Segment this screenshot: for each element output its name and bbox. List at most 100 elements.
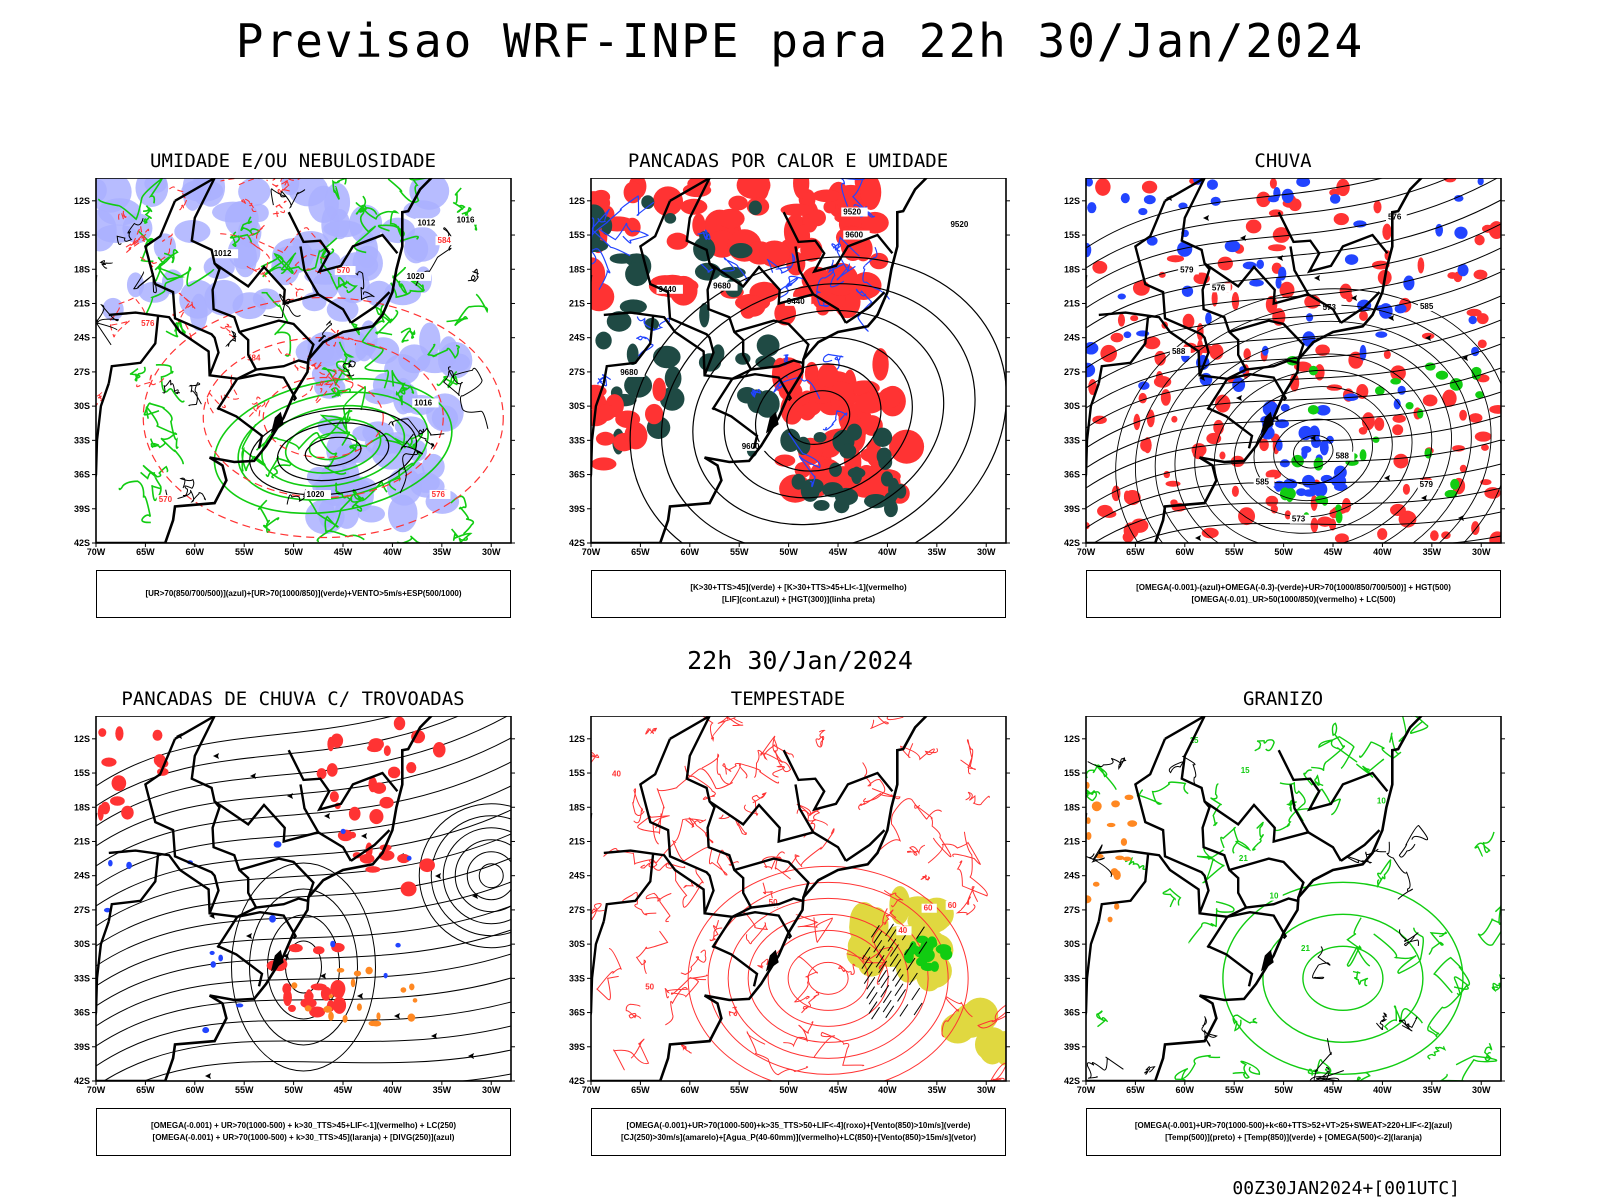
- lat-tick-label: 36S: [74, 1008, 90, 1018]
- lon-tick-label: 60W: [186, 1085, 205, 1095]
- forecast-panel: PANCADAS DE CHUVA C/ TROVOADAS 12S 15S 18S 2…: [58, 688, 528, 1168]
- lon-tick-label: 70W: [1077, 547, 1096, 557]
- lat-tick-label: 42S: [569, 1076, 585, 1086]
- lon-tick-label: 35W: [433, 1085, 452, 1095]
- lat-tick-label: 39S: [569, 1042, 585, 1052]
- svg-text:9680: 9680: [620, 368, 638, 377]
- lon-tick-label: 70W: [1077, 1085, 1096, 1095]
- lon-tick-label: 50W: [1274, 1085, 1293, 1095]
- panel-title: TEMPESTADE: [730, 688, 846, 710]
- lon-tick-label: 40W: [1373, 1085, 1392, 1095]
- lon-tick-label: 45W: [829, 547, 848, 557]
- lat-tick-label: 18S: [1064, 802, 1080, 812]
- svg-text:60: 60: [948, 901, 957, 910]
- legend-line: [K>30+TTS>45](verde) + [K>30+TTS>45+LI<-…: [690, 583, 907, 592]
- svg-text:584: 584: [247, 354, 261, 363]
- lat-tick-label: 27S: [569, 905, 585, 915]
- lat-tick-label: 12S: [569, 196, 585, 206]
- lat-tick-label: 21S: [74, 836, 90, 846]
- legend-box: [OMEGA(-0.001)+UR>70(1000-500)+k>35_TTS>…: [591, 1108, 1006, 1156]
- forecast-panel: CHUVA 588 588 585 585 579 579 576 576 573 573 12S 15…: [1048, 150, 1518, 630]
- lon-tick-label: 40W: [1373, 547, 1392, 557]
- lon-tick-label: 55W: [730, 547, 749, 557]
- legend-line: [OMEGA(-0.001) + UR>70(1000-500) + k>30_…: [152, 1133, 455, 1142]
- lon-tick-label: 30W: [1472, 1085, 1491, 1095]
- svg-text:1016: 1016: [414, 398, 432, 407]
- svg-text:9520: 9520: [843, 208, 861, 217]
- svg-text:60: 60: [924, 904, 933, 913]
- legend-line: [OMEGA(-0.001) + UR>70(1000-500) + k>30_…: [150, 1121, 456, 1130]
- lat-tick-label: 15S: [74, 768, 90, 778]
- lat-tick-label: 30S: [569, 401, 585, 411]
- svg-text:1016: 1016: [457, 216, 475, 225]
- svg-text:576: 576: [432, 490, 446, 499]
- lon-tick-label: 30W: [977, 1085, 996, 1095]
- lat-tick-label: 39S: [1064, 504, 1080, 514]
- lon-tick-label: 55W: [235, 547, 254, 557]
- lat-tick-label: 36S: [1064, 1008, 1080, 1018]
- lon-tick-label: 70W: [87, 1085, 106, 1095]
- legend-box: [OMEGA(-0.001)-(azul)+OMEGA(-0.3)-(verde…: [1086, 570, 1501, 618]
- forecast-map: 9680 9680 9600 9600 9520 9520 9440 9440 12S 15S 18…: [569, 178, 1010, 557]
- lat-tick-label: 42S: [1064, 1076, 1080, 1086]
- legend-box: [OMEGA(-0.001) + UR>70(1000-500) + k>30_…: [96, 1108, 511, 1156]
- lat-tick-label: 39S: [569, 504, 585, 514]
- lat-tick-label: 42S: [569, 538, 585, 548]
- forecast-panel: PANCADAS POR CALOR E UMIDADE 9680 9680 9600…: [553, 150, 1023, 630]
- legend-line: [OMEGA(-0.001)+UR>70(1000-500)+k<60+TTS>…: [1134, 1121, 1453, 1130]
- svg-text:576: 576: [141, 319, 155, 328]
- legend-line: [Temp(500)](preto) + [Temp(850)](verde) …: [1165, 1133, 1422, 1142]
- lon-tick-label: 65W: [631, 547, 650, 557]
- run-time-stamp: 00Z30JAN2024+[001UTC]: [1232, 1178, 1460, 1199]
- lon-tick-label: 55W: [1225, 1085, 1244, 1095]
- svg-text:21: 21: [1239, 854, 1248, 863]
- forecast-map: 10 10 15 15 21 21 12S 15S 18S 21S 24S 27S 30S 33S 36S 3…: [1064, 716, 1505, 1095]
- lat-tick-label: 18S: [1064, 264, 1080, 274]
- lon-tick-label: 35W: [1423, 1085, 1442, 1095]
- lat-tick-label: 33S: [74, 973, 90, 983]
- lat-tick-label: 21S: [1064, 298, 1080, 308]
- legend-line: [CJ(250)>30m/s](amarelo)+[Agua_P(40-60mm…: [620, 1133, 976, 1142]
- legend-line: [OMEGA(-0.001)+UR>70(1000-500)+k>35_TTS>…: [626, 1121, 971, 1130]
- lat-tick-label: 39S: [74, 504, 90, 514]
- forecast-map: 1012 1012 1016 1016 1020 1020 576 576 584 584 570 5…: [74, 178, 515, 557]
- lat-tick-label: 30S: [74, 939, 90, 949]
- lat-tick-label: 24S: [74, 871, 90, 881]
- lon-tick-label: 50W: [1274, 547, 1293, 557]
- lat-tick-label: 39S: [1064, 1042, 1080, 1052]
- lon-tick-label: 45W: [334, 547, 353, 557]
- lat-tick-label: 21S: [569, 298, 585, 308]
- legend-box: [K>30+TTS>45](verde) + [K>30+TTS>45+LI<-…: [591, 570, 1006, 618]
- lat-tick-label: 21S: [1064, 836, 1080, 846]
- svg-text:10: 10: [1270, 892, 1279, 901]
- svg-text:588: 588: [1336, 452, 1350, 461]
- svg-text:40: 40: [898, 926, 907, 935]
- lat-tick-label: 12S: [74, 734, 90, 744]
- lon-tick-label: 35W: [928, 547, 947, 557]
- lat-tick-label: 12S: [1064, 196, 1080, 206]
- lon-tick-label: 30W: [1472, 547, 1491, 557]
- lon-tick-label: 60W: [681, 547, 700, 557]
- panel-title: GRANIZO: [1242, 688, 1324, 710]
- lat-tick-label: 30S: [569, 939, 585, 949]
- svg-text:579: 579: [1420, 480, 1434, 489]
- lon-tick-label: 50W: [284, 547, 303, 557]
- lon-tick-label: 45W: [1324, 1085, 1343, 1095]
- legend-line: [UR>70(850/700/500)](azul)+[UR>70(1000/8…: [145, 589, 462, 598]
- lat-tick-label: 18S: [74, 802, 90, 812]
- svg-text:570: 570: [337, 266, 351, 275]
- lat-tick-label: 21S: [569, 836, 585, 846]
- legend-line: [LIF](cont.azul) + [HGT(300)](linha pret…: [721, 595, 876, 604]
- svg-text:573: 573: [1292, 515, 1306, 524]
- lat-tick-label: 30S: [1064, 401, 1080, 411]
- lat-tick-label: 27S: [1064, 905, 1080, 915]
- lon-tick-label: 45W: [829, 1085, 848, 1095]
- svg-text:50: 50: [769, 898, 778, 907]
- lon-tick-label: 40W: [383, 547, 402, 557]
- page-title: Previsao WRF-INPE para 22h 30/Jan/2024: [235, 14, 1365, 68]
- lat-tick-label: 27S: [74, 905, 90, 915]
- legend-line: [OMEGA(-0.01)_UR>50(1000/850)(vermelho) …: [1191, 595, 1396, 604]
- svg-text:10: 10: [1377, 796, 1386, 805]
- svg-text:1012: 1012: [214, 249, 232, 258]
